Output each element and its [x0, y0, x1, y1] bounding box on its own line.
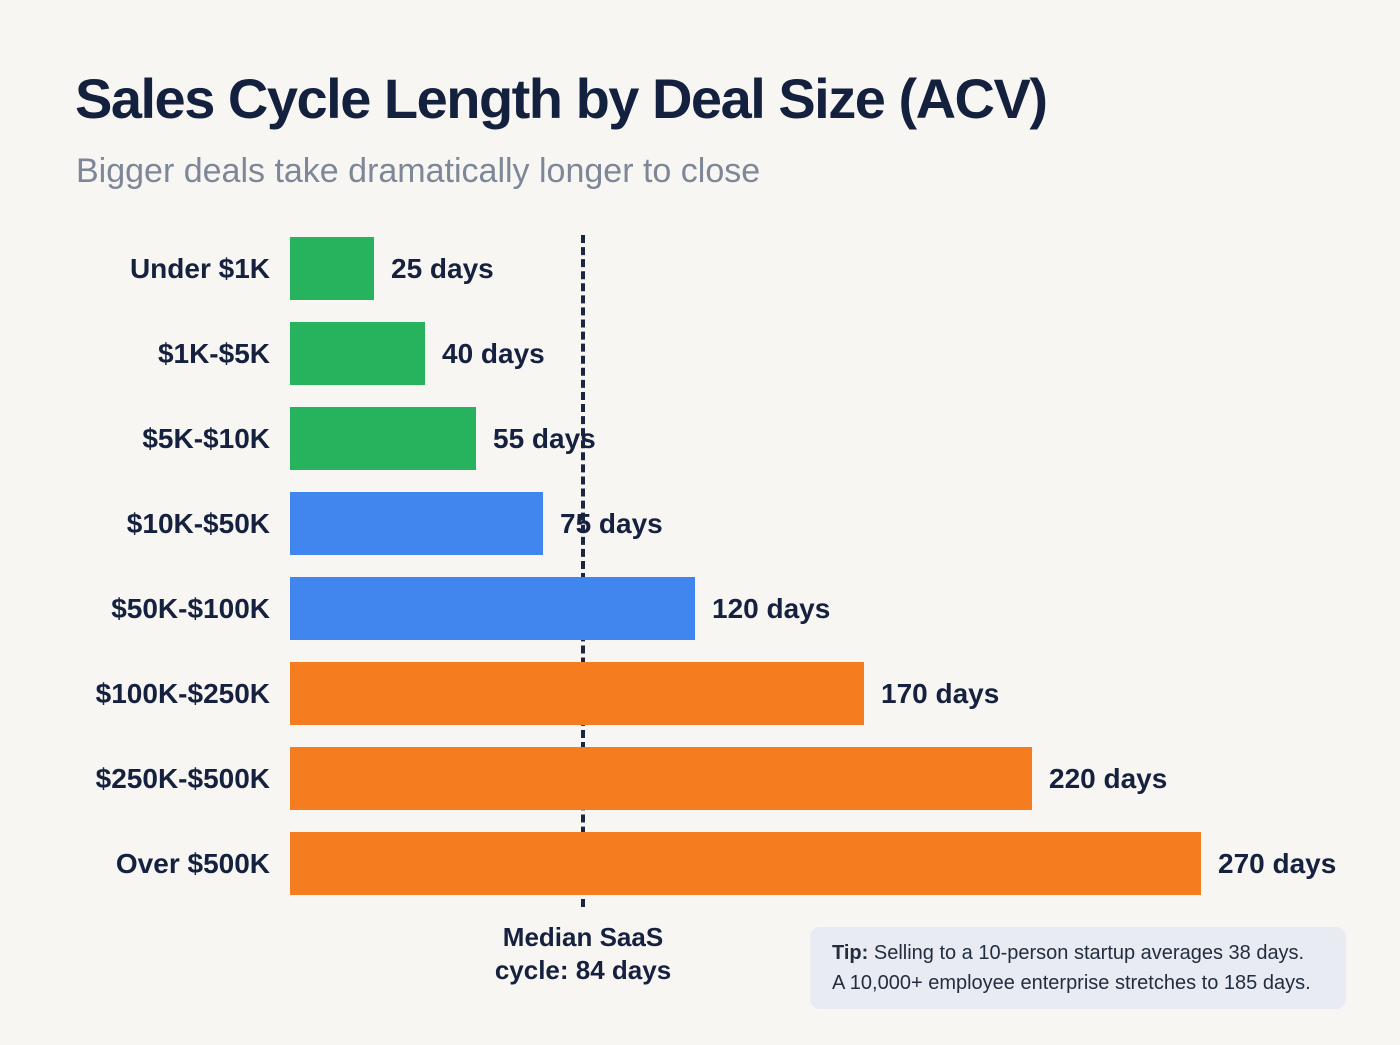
bar: [290, 322, 425, 385]
category-label: $10K-$50K: [126, 507, 270, 539]
bar: [290, 492, 543, 555]
tip-text-line1: Tip: Selling to a 10-person startup aver…: [832, 942, 1304, 964]
value-label: 170 days: [881, 677, 1000, 709]
value-label: 220 days: [1049, 762, 1168, 794]
median-label: Median SaaS cycle: 84 days: [495, 921, 671, 988]
bar-row: Under $1K 25 days: [60, 237, 1380, 300]
bar-row: $1K-$5K 40 days: [60, 322, 1380, 385]
bar: [290, 407, 476, 470]
category-label: $5K-$10K: [142, 422, 270, 454]
bar: [290, 832, 1201, 895]
category-label: $100K-$250K: [95, 677, 270, 709]
bar-chart: Under $1K 25 days $1K-$5K 40 days $5K-$1…: [60, 235, 1380, 985]
median-reference-line: [581, 235, 585, 907]
value-label: 120 days: [712, 592, 831, 624]
bar-row: Over $500K 270 days: [60, 832, 1380, 895]
category-label: Over $500K: [115, 847, 270, 879]
category-label: $1K-$5K: [157, 337, 270, 369]
page-title: Sales Cycle Length by Deal Size (ACV): [75, 67, 1048, 130]
tip-text-line2: A 10,000+ employee enterprise stretches …: [832, 972, 1311, 994]
bar-row: $5K-$10K 55 days: [60, 407, 1380, 470]
bar-row: $50K-$100K 120 days: [60, 577, 1380, 640]
bar: [290, 747, 1032, 810]
category-label: $50K-$100K: [111, 592, 270, 624]
value-label: 40 days: [442, 337, 545, 369]
bar-row: $10K-$50K 75 days: [60, 492, 1380, 555]
value-label: 75 days: [560, 507, 663, 539]
median-label-line2: cycle: 84 days: [494, 955, 672, 986]
category-label: $250K-$500K: [95, 762, 270, 794]
tip-callout: Tip: Selling to a 10-person startup aver…: [810, 927, 1346, 1009]
value-label: 55 days: [493, 422, 596, 454]
page-subtitle: Bigger deals take dramatically longer to…: [76, 152, 761, 190]
value-label: 270 days: [1218, 847, 1337, 879]
category-label: Under $1K: [129, 252, 270, 284]
value-label: 25 days: [391, 252, 494, 284]
bar: [290, 662, 864, 725]
median-label-line1: Median SaaS: [502, 922, 664, 952]
bar-row: $250K-$500K 220 days: [60, 747, 1380, 810]
bar: [290, 237, 374, 300]
tip-label: Tip:: [832, 942, 869, 964]
tip-line1-text: Selling to a 10-person startup averages …: [868, 942, 1305, 964]
bar-row: $100K-$250K 170 days: [60, 662, 1380, 725]
bar: [290, 577, 695, 640]
